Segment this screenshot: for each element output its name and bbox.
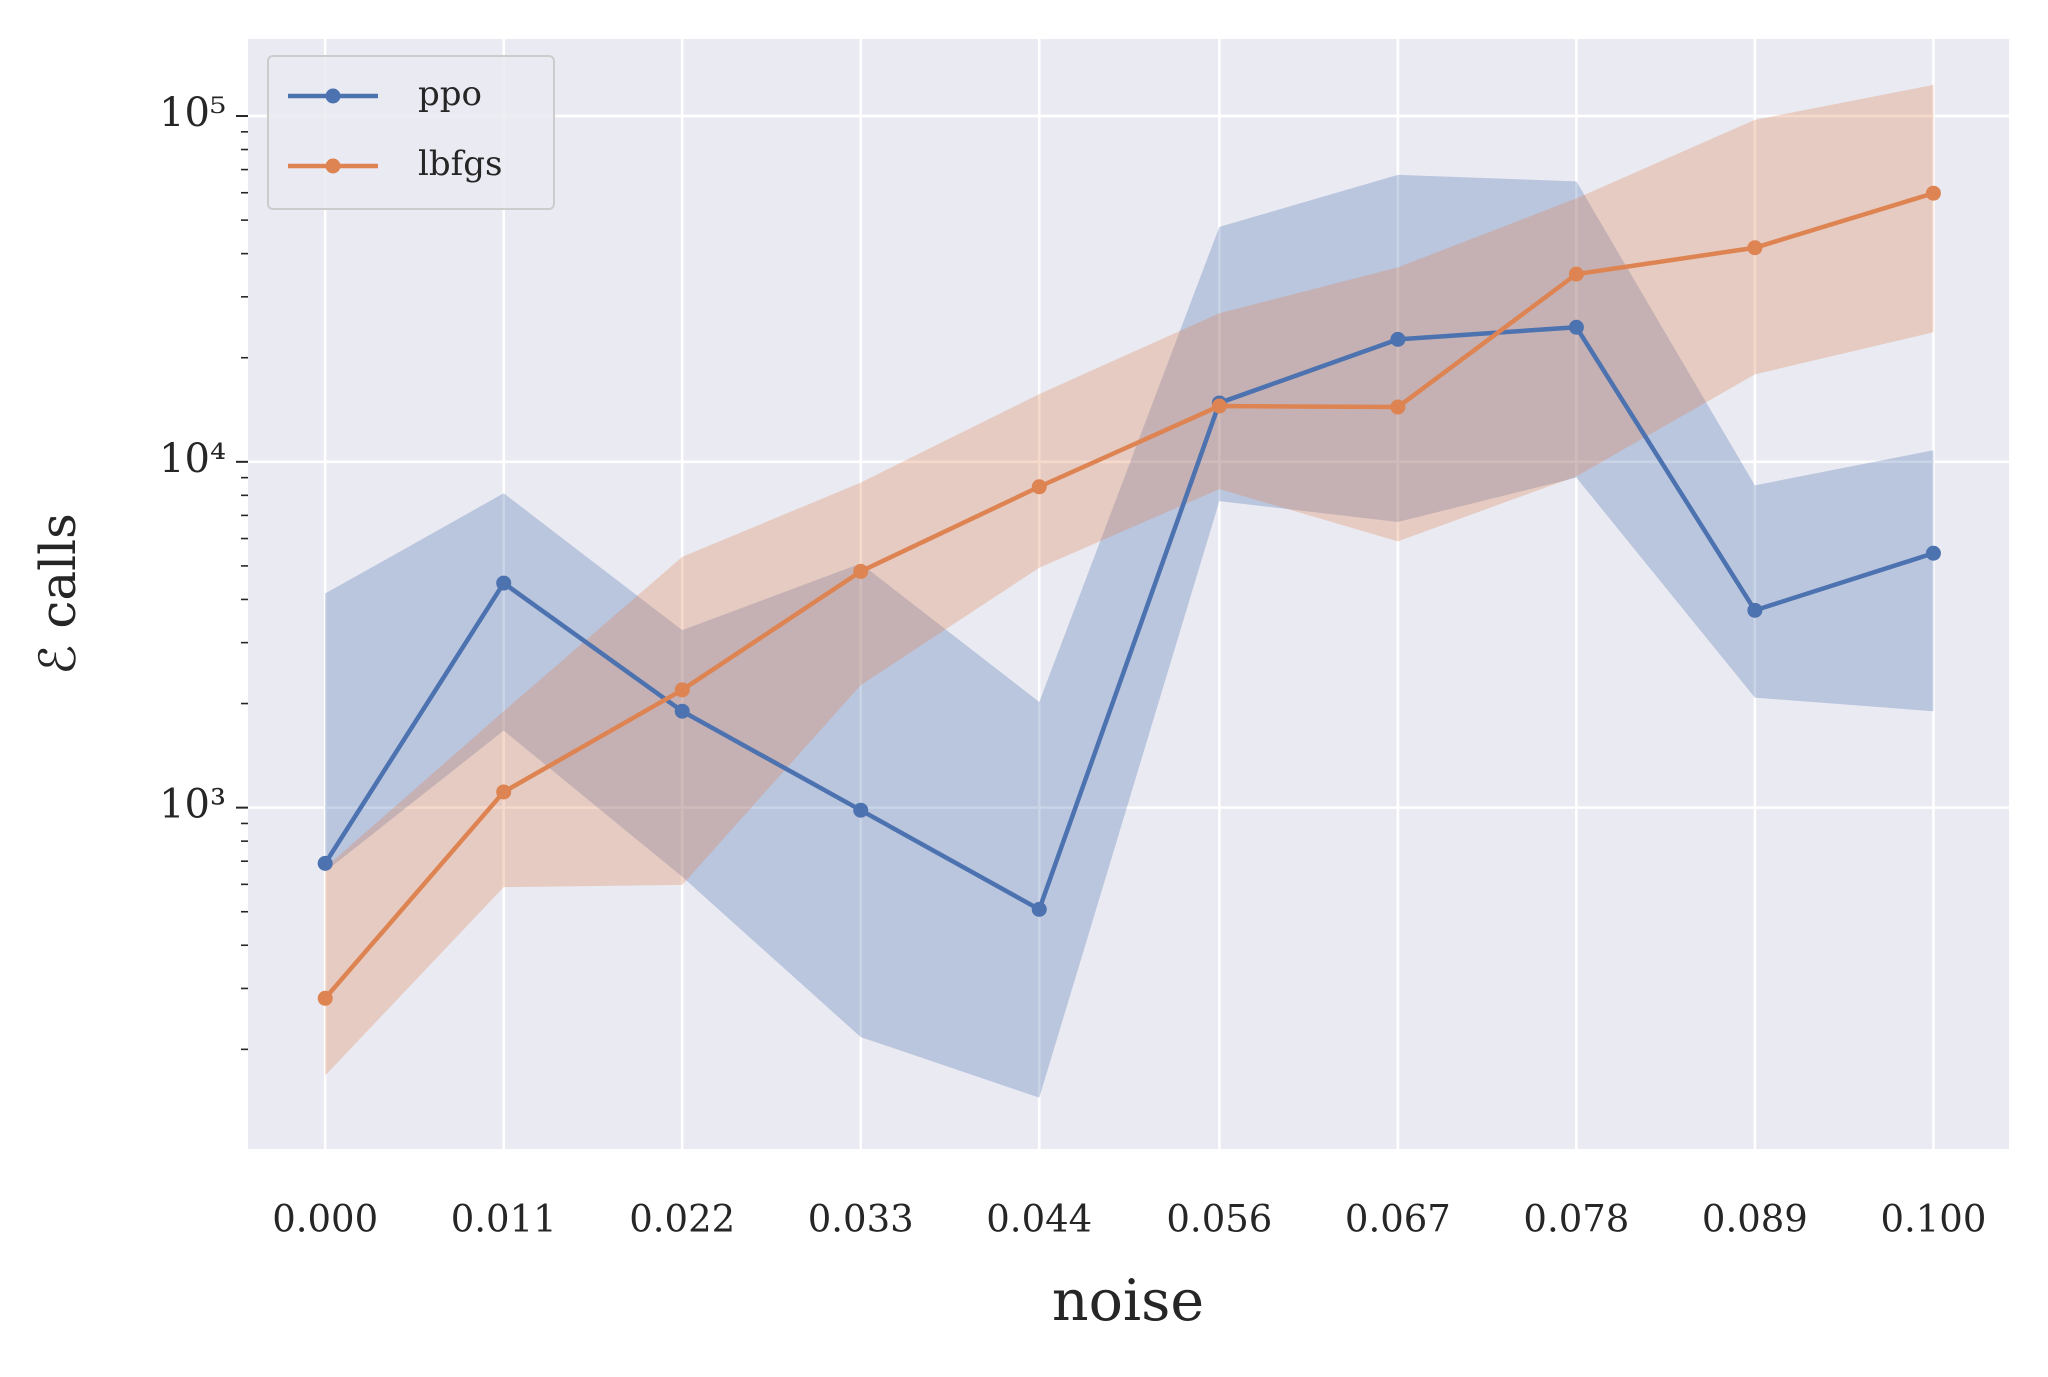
legend-marker: [325, 88, 341, 104]
point: [1031, 479, 1047, 495]
legend-label: lbfgs: [418, 144, 502, 184]
error-band: [325, 84, 1934, 1076]
line: [323, 191, 1935, 1000]
x-tick-label: 0.000: [272, 1198, 378, 1241]
x-tick-label: 0.011: [451, 1198, 557, 1241]
marks: [317, 84, 1941, 1098]
x-tick-label: 0.022: [629, 1198, 735, 1241]
point: [1568, 319, 1584, 335]
x-axis-label: noise: [1052, 1268, 1204, 1334]
axes: 0.000 0.011 0.022 0.033 0.044 0.056 0.067 0.078…: [159, 90, 1986, 1240]
point: [1568, 266, 1584, 282]
point: [1390, 399, 1406, 415]
point: [496, 575, 512, 591]
legend-box: [267, 55, 555, 210]
x-tick-label: 0.067: [1345, 1198, 1451, 1241]
error-band: [325, 174, 1934, 1098]
point: [1031, 901, 1047, 917]
point: [317, 855, 333, 871]
point: [1747, 602, 1763, 618]
x-tick-label: 0.033: [808, 1198, 914, 1241]
point: [317, 990, 333, 1006]
y-axis-label: ℰ calls: [29, 513, 87, 675]
x-tick-label: 0.100: [1880, 1198, 1986, 1241]
grid: [248, 39, 2009, 1149]
x-tick-label: 0.044: [986, 1198, 1092, 1241]
point: [1747, 240, 1763, 256]
point: [853, 563, 869, 579]
x-tick-label: 0.056: [1166, 1198, 1272, 1241]
point: [1390, 331, 1406, 347]
point: [674, 682, 690, 698]
point: [496, 784, 512, 800]
legend: ppo lbfgs: [267, 55, 555, 210]
y-tick-label: 10³: [159, 782, 226, 828]
y-tick-label: 10⁴: [159, 436, 226, 482]
legend-marker: [325, 158, 341, 174]
point: [853, 802, 869, 818]
point: [1925, 545, 1941, 561]
line: [323, 324, 1935, 913]
point: [1211, 398, 1227, 414]
point: [674, 703, 690, 719]
legend-label: ppo: [418, 74, 482, 114]
plot-area: [248, 39, 2009, 1149]
x-tick-label: 0.078: [1523, 1198, 1629, 1241]
x-tick-label: 0.089: [1702, 1198, 1808, 1241]
point: [1925, 185, 1941, 201]
y-tick-label: 10⁵: [159, 90, 226, 136]
